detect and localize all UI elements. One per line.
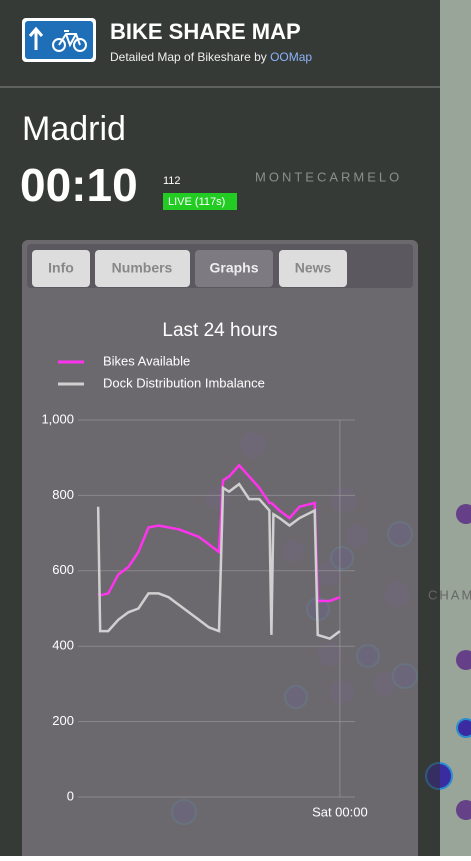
series-line <box>97 463 341 603</box>
y-tick-label: 200 <box>52 713 74 728</box>
legend-label: Dock Distribution Imbalance <box>103 375 265 390</box>
app-subtitle: Detailed Map of Bikeshare by OOMap <box>110 50 312 64</box>
logo-bike <box>52 30 87 52</box>
tab-label[interactable]: Graphs <box>209 260 258 276</box>
app-title: BIKE SHARE MAP <box>110 19 301 44</box>
city: Madrid <box>22 110 126 148</box>
y-tick-label: 0 <box>67 788 74 803</box>
tab[interactable] <box>95 250 190 287</box>
count: 112 <box>163 175 181 187</box>
map-label: MONTECARMELO <box>255 169 402 184</box>
tab[interactable] <box>32 250 90 287</box>
y-tick-label: 800 <box>52 487 74 502</box>
y-tick-label: 400 <box>52 638 74 653</box>
link[interactable]: OOMap <box>270 50 312 64</box>
tab-active[interactable] <box>195 250 273 287</box>
logo-arrow <box>28 26 44 50</box>
map-strip <box>440 0 471 856</box>
tab-label[interactable]: News <box>295 260 332 276</box>
live-text: LIVE (117s) <box>168 196 225 208</box>
subtitle: Detailed Map of Bikeshare by <box>110 50 267 64</box>
tab-label[interactable]: Info <box>48 260 74 276</box>
y-tick-label: 600 <box>52 562 74 577</box>
x-tick-label: Sat 00:00 <box>312 804 368 819</box>
tab[interactable] <box>279 250 347 287</box>
live-badge <box>163 193 237 210</box>
chart-title: Last 24 hours <box>162 320 277 341</box>
tab-label[interactable]: Numbers <box>112 260 173 276</box>
map-label: CHAM <box>428 587 471 602</box>
series-line <box>96 482 341 641</box>
y-tick-label: 1,000 <box>41 411 74 426</box>
chart: 0 200 400 600 800 1,000 Sat 00:00 Bikes Availab… <box>41 353 367 819</box>
legend-label: Bikes Available <box>103 353 190 368</box>
time: 00:10 <box>20 159 138 211</box>
